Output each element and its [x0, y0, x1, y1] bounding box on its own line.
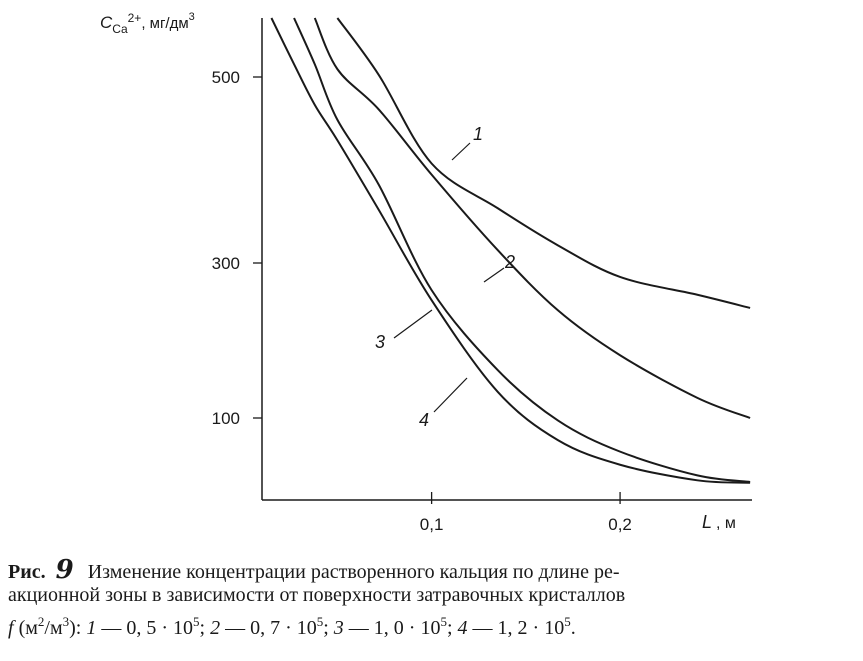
- curve-label: 4: [419, 410, 429, 430]
- caption-symbol: f: [8, 617, 14, 639]
- x-tick-label: 0,2: [608, 515, 632, 534]
- curve: [313, 17, 751, 419]
- chart: CCa2+, мг/дм3 L, м 100 300 500 0,1 0,2 1 2 3 4: [100, 11, 752, 534]
- curve: [293, 17, 751, 483]
- caption-text: ):: [69, 617, 87, 639]
- item-text: — 0, 5 · 10: [96, 617, 193, 639]
- y-axis-label: CCa2+, мг/дм3: [100, 11, 195, 36]
- item-separator: ;: [199, 617, 211, 639]
- item-exponent: 5: [440, 614, 447, 629]
- item-separator: ;: [446, 617, 458, 639]
- caption-label: Рис.: [8, 561, 46, 583]
- caption-text: 3: [62, 614, 70, 629]
- item-separator: ;: [323, 617, 334, 639]
- item-text: — 1, 0 · 10: [343, 617, 441, 639]
- curve-label: 2: [504, 252, 515, 272]
- leader-line: [433, 377, 468, 413]
- y-tick-label: 500: [212, 68, 240, 87]
- curve-label: 1: [473, 124, 483, 144]
- figure-number: 9: [55, 555, 74, 585]
- y-tick-label: 300: [212, 254, 240, 273]
- caption-text: Изменение концентрации растворенного кал…: [87, 561, 620, 583]
- item-exponent: 5: [564, 614, 571, 629]
- item-text: — 1, 2 · 10: [467, 617, 565, 639]
- item-separator: .: [570, 617, 576, 639]
- x-tick-label: 0,1: [420, 515, 444, 534]
- leader-line: [393, 309, 433, 339]
- item-text: — 0, 7 · 10: [220, 617, 317, 639]
- caption-text: /м: [44, 617, 63, 639]
- item-number: 2: [210, 617, 221, 639]
- leader-line: [451, 142, 471, 161]
- leader-line: [483, 267, 505, 283]
- x-axis-label: L, м: [702, 512, 736, 532]
- caption-text: (м: [13, 617, 38, 639]
- caption-line: f (м2/м3): 1 — 0, 5 · 105; 2 — 0, 7 · 10…: [8, 614, 576, 640]
- curve: [270, 17, 751, 484]
- y-tick-label: 100: [212, 409, 240, 428]
- item-number: 4: [457, 617, 468, 639]
- caption-line: Рис. 9 Изменение концентрации растворенног…: [8, 555, 619, 585]
- caption-text: акционной зоны в зависимости от поверхно…: [8, 584, 626, 606]
- caption-line: акционной зоны в зависимости от поверхно…: [8, 584, 625, 607]
- item-exponent: 5: [193, 614, 200, 629]
- curve: [336, 17, 751, 309]
- item-number: 3: [333, 617, 344, 639]
- item-number: 1: [86, 617, 97, 639]
- curve-label: 3: [375, 332, 385, 352]
- item-exponent: 5: [316, 614, 324, 629]
- caption-text: 2: [37, 614, 45, 629]
